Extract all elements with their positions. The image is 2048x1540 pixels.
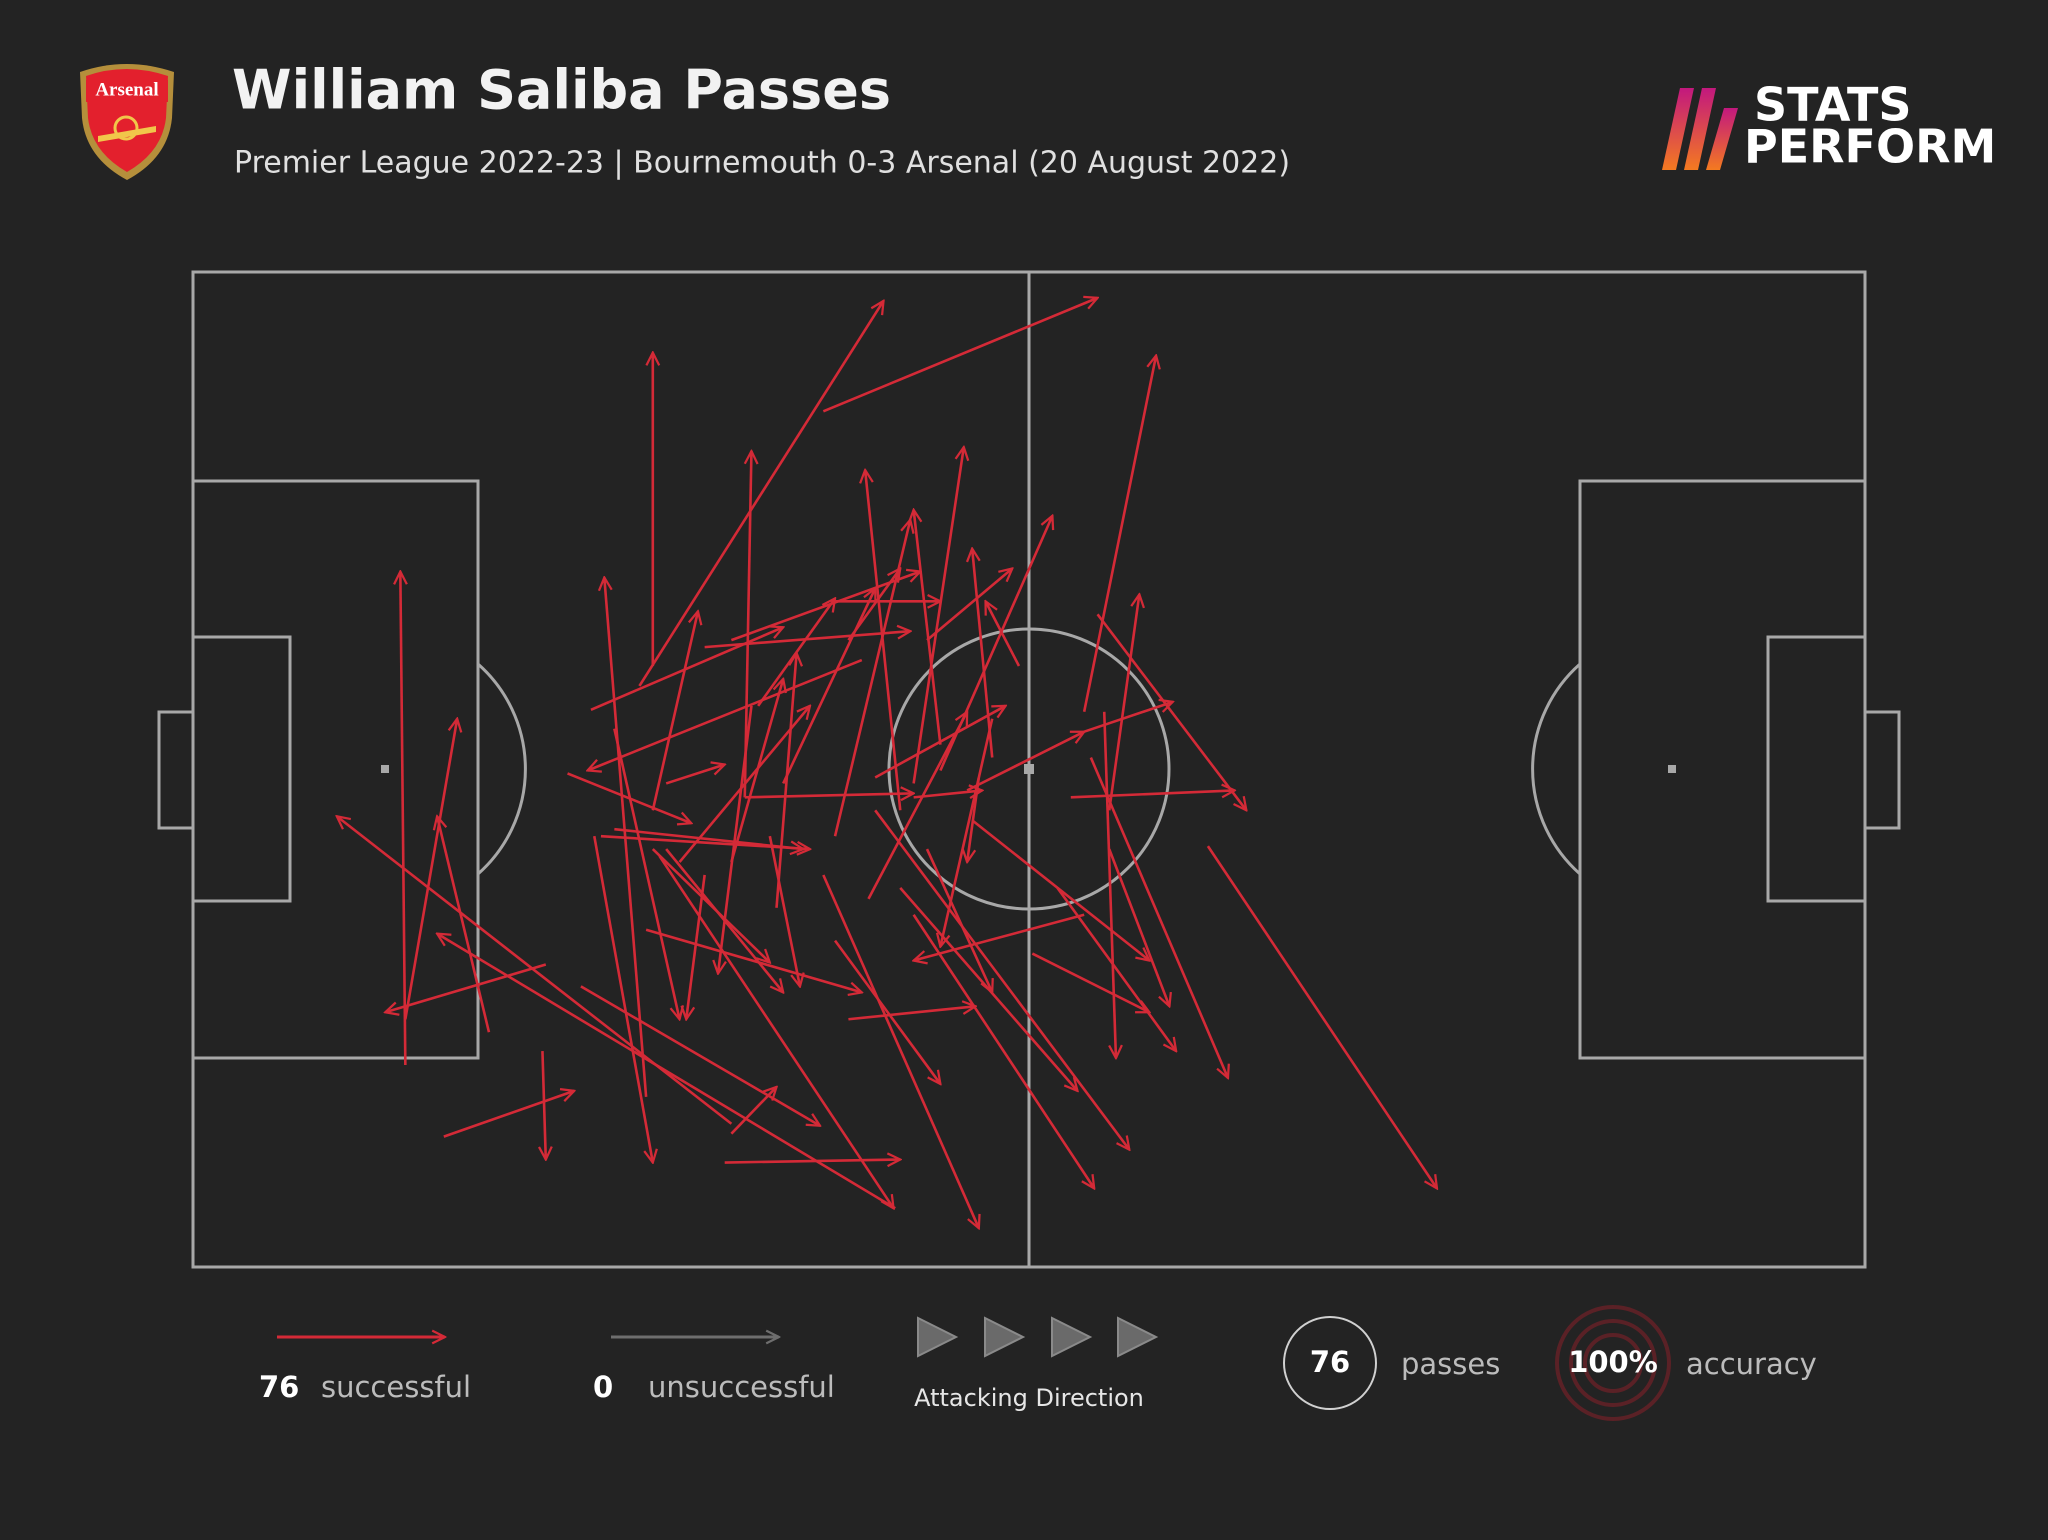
pass-arrow [914, 913, 1085, 961]
pass-arrow [972, 549, 994, 758]
pass-arrow [437, 934, 896, 1210]
pass-arrow [443, 1091, 574, 1138]
legend: Attacking Direction 76 passes 100% accur… [259, 1305, 1817, 1421]
pass-arrow [437, 816, 491, 1033]
pass-arrow [912, 447, 964, 784]
pass-arrow [686, 874, 706, 1019]
pass-arrow [590, 627, 783, 711]
pass-arrow [822, 874, 978, 1228]
chart-title: William Saliba Passes [232, 59, 891, 122]
pass-arrow [651, 611, 698, 811]
pass-arrow [899, 887, 1077, 1091]
pass-arrow [822, 298, 1097, 413]
pass-arrow [1206, 845, 1437, 1188]
pass-arrow [984, 601, 1021, 667]
pass-arrow [1096, 613, 1247, 810]
pass-arrow [743, 451, 752, 798]
legend-label: successful [321, 1370, 471, 1404]
pass-arrow [848, 1006, 975, 1021]
pass-arrow [847, 569, 900, 641]
pass-arrow [613, 728, 679, 1020]
pass-arrow [580, 985, 820, 1125]
direction-arrows [917, 1316, 1159, 1358]
pass-arrow [775, 653, 797, 908]
accuracy-badge [1555, 1305, 1671, 1421]
pass-arrow [1107, 594, 1139, 811]
pass-arrow [1108, 848, 1169, 1006]
pass-arrow [588, 658, 863, 770]
total-passes: 76 [1310, 1345, 1350, 1379]
chart-subtitle: Premier League 2022-23 | Bournemouth 0-3… [234, 146, 1290, 181]
pass-arrow [966, 730, 1084, 792]
pass-arrow [1082, 356, 1156, 713]
brand-logo: STATS PERFORM [1662, 78, 1996, 174]
pass-arrow [665, 765, 725, 785]
club-name: Arsenal [95, 79, 158, 100]
legend-count: 0 [593, 1370, 613, 1404]
pass-arrow [400, 571, 405, 1066]
pass-arrow [867, 712, 967, 900]
pass-arrow [614, 827, 803, 849]
pass-arrow [1031, 952, 1149, 1014]
direction-label: Attacking Direction [914, 1384, 1144, 1412]
pass-arrow [542, 1051, 545, 1159]
pass-arrow [782, 588, 875, 784]
pass-arrow [914, 510, 942, 745]
pass-arrow [1089, 757, 1228, 1078]
pass-arrow [1070, 790, 1235, 799]
pass-arrow [704, 631, 911, 649]
pass-arrow [926, 569, 1012, 642]
passes-badge [1283, 1316, 1377, 1410]
accuracy-label: accuracy [1686, 1347, 1817, 1381]
brand-text: STATS [1754, 78, 1911, 132]
pass-arrow [638, 301, 883, 687]
pass-arrow [1102, 711, 1116, 1058]
pass-arrow [912, 914, 1095, 1189]
pass-arrow [593, 835, 653, 1162]
pass-arrow [678, 706, 810, 863]
pass-arrow [744, 793, 914, 797]
passes-label: passes [1401, 1347, 1500, 1381]
brand-text: PERFORM [1744, 120, 1996, 174]
pass-arrow [874, 809, 1129, 1149]
passes [337, 298, 1437, 1228]
pass-arrow [730, 1087, 776, 1135]
legend-label: unsuccessful [648, 1370, 835, 1404]
accuracy-value: 100% [1568, 1345, 1658, 1379]
pass-arrow [834, 939, 940, 1084]
pass-arrow [768, 835, 800, 986]
pass-arrow [718, 705, 753, 974]
pass-arrow [665, 848, 783, 992]
pass-arrow [913, 790, 983, 797]
pass-arrow [645, 928, 862, 993]
pass-arrow [337, 816, 733, 1125]
pitch [157, 270, 1901, 1269]
pass-arrow [404, 719, 457, 1020]
club-crest: Arsenal [80, 64, 174, 180]
legend-count: 76 [259, 1370, 299, 1404]
pass-arrow [1056, 887, 1176, 1051]
pass-arrow [1083, 702, 1173, 733]
pass-arrow [724, 1160, 901, 1163]
pass-arrow [925, 848, 992, 992]
pass-arrow [385, 963, 547, 1013]
